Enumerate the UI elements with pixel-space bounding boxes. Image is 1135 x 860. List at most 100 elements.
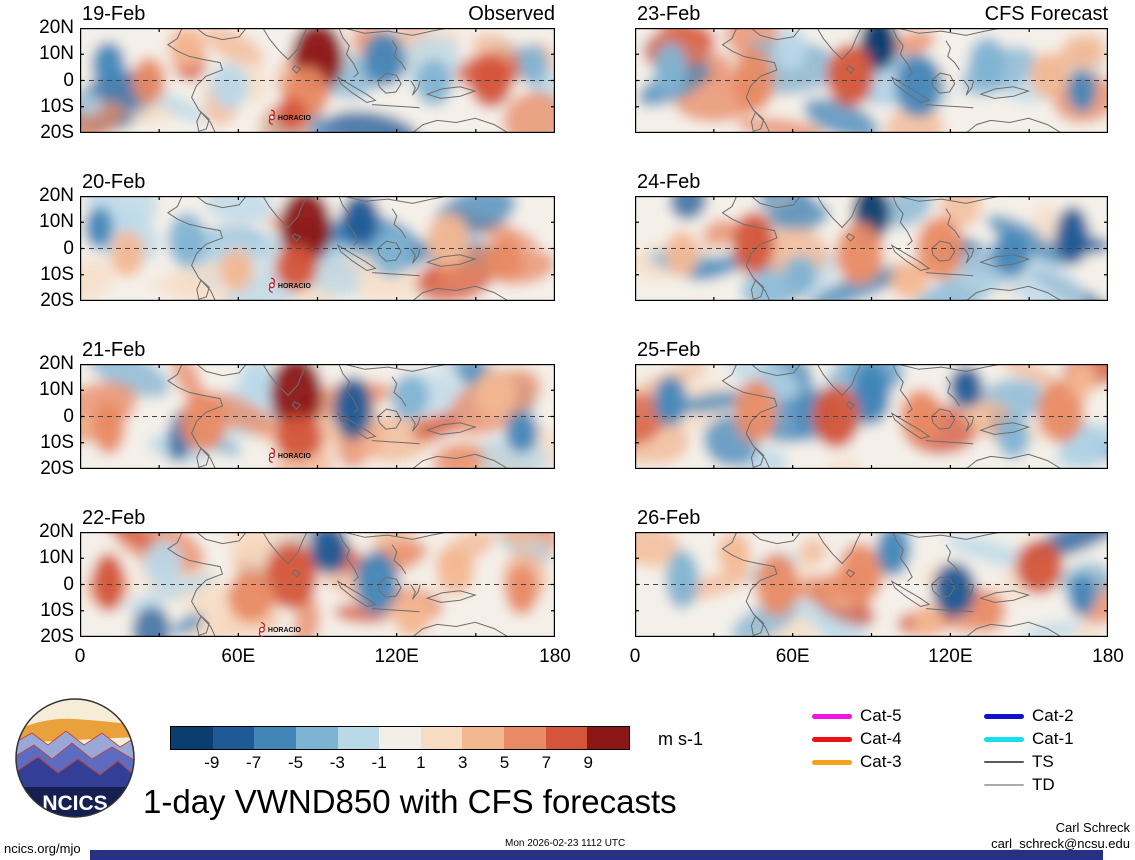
map-field: HORACIO <box>41 334 585 499</box>
lat-tick-label: 20S <box>40 290 74 311</box>
coastline <box>845 233 856 242</box>
lat-tick-label: 20S <box>40 122 74 143</box>
panel-date-label: 19-Feb <box>82 3 146 25</box>
ncics-logo: NCICS <box>14 697 136 824</box>
storm-name: HORACIO <box>278 453 312 460</box>
lat-tick-label: 20S <box>40 626 74 647</box>
lat-tick-label: 10S <box>40 263 74 285</box>
colorbar-tick-label: -9 <box>204 753 220 772</box>
storm-name: HORACIO <box>268 627 302 634</box>
colorbar-tick-label: -3 <box>329 753 345 772</box>
coastline <box>750 531 801 545</box>
coastline <box>965 285 1062 302</box>
lat-tick-label: 0 <box>63 573 74 595</box>
legend-line <box>984 760 1024 764</box>
logo-text: NCICS <box>42 792 107 815</box>
lat-tick-label: 10N <box>39 379 74 401</box>
panel-border <box>635 196 1108 302</box>
coastline <box>410 584 421 600</box>
legend-item-cat-1: Cat-1 <box>984 729 1074 749</box>
coastline <box>336 76 377 104</box>
coastline <box>196 363 247 377</box>
coastline <box>425 422 477 435</box>
legend-item-ts: TS <box>984 752 1054 772</box>
coastline <box>931 576 956 598</box>
tc-category-legend: Cat-5 Cat-4 Cat-3 Cat-2 Cat-1 TS TD <box>812 706 1135 806</box>
colorbar-tick-label: -5 <box>287 753 304 772</box>
storm-marker: HORACIO <box>268 447 312 464</box>
colorbar-cell <box>254 727 296 749</box>
coastline <box>897 363 1002 372</box>
map-panel-23-Feb: 23-Feb CFS Forecast <box>605 0 1135 163</box>
coastline <box>750 615 765 637</box>
ncics-logo-image: NCICS <box>15 698 135 818</box>
coastline <box>262 27 308 61</box>
panel-border <box>80 532 555 638</box>
coastline <box>391 208 407 239</box>
coastline <box>425 254 477 267</box>
coastline <box>336 580 377 608</box>
colorbar-cell <box>545 727 588 749</box>
storm-marker: HORACIO <box>268 277 312 293</box>
colorbar-tick-label: 9 <box>583 753 593 772</box>
panel-date-label: 26-Feb <box>637 507 701 529</box>
legend-item-cat-2: Cat-2 <box>984 706 1074 726</box>
lon-tick-label: 60E <box>775 646 810 667</box>
coastline <box>750 279 765 301</box>
coastline <box>343 531 449 540</box>
coastline <box>343 363 449 372</box>
lat-tick-label: 10S <box>40 95 74 117</box>
legend-label: TD <box>1032 775 1055 794</box>
map-panel-21-Feb: 21-Feb 20N 10N 0 10S 20S HORACIO <box>39 334 585 499</box>
credit-email[interactable]: carl_schreck@ncsu.edu <box>991 836 1130 851</box>
colorbar-tick-label: 3 <box>457 753 468 772</box>
lat-tick-label: 20N <box>39 353 74 374</box>
map-panel-26-Feb: 26-Feb <box>605 502 1135 667</box>
map-field: HORACIO <box>50 166 585 331</box>
coastline <box>925 608 974 613</box>
coastline <box>166 27 224 134</box>
coastline <box>166 195 224 302</box>
colorbar-tick-label: 1 <box>416 753 426 772</box>
coastline <box>945 376 960 407</box>
panel-date-label: 21-Feb <box>82 339 146 361</box>
lat-tick-label: 0 <box>63 237 74 259</box>
coastline <box>945 40 960 71</box>
coastline <box>338 363 359 414</box>
legend-label: TS <box>1032 752 1054 771</box>
coastline <box>965 453 1062 470</box>
coastline <box>372 608 420 613</box>
lon-tick-label: 0 <box>629 646 641 667</box>
colorbar-cell <box>587 727 630 749</box>
coastline <box>377 72 402 94</box>
panel-border <box>635 364 1108 470</box>
coastline <box>925 440 974 445</box>
panel-border <box>635 532 1108 638</box>
footer-site-link[interactable]: ncics.org/mjo <box>4 841 81 856</box>
lon-tick-label: 120E <box>928 646 973 667</box>
coastline <box>925 104 974 109</box>
coastline <box>196 27 247 41</box>
lat-tick-label: 0 <box>63 405 74 427</box>
coastline <box>391 376 407 407</box>
map-field: HORACIO <box>50 502 585 667</box>
coastline <box>892 363 913 414</box>
coastline <box>963 416 975 432</box>
colorbar-units: m s-1 <box>658 729 703 749</box>
legend-label: Cat-3 <box>860 752 902 771</box>
coastline <box>338 531 359 582</box>
colorbar-cell <box>212 727 255 749</box>
coastline <box>338 195 359 246</box>
colorbar-cell <box>379 727 421 749</box>
coastline <box>336 412 377 440</box>
lon-tick-label: 180 <box>1092 646 1124 667</box>
coastline <box>897 531 1002 540</box>
legend-label: Cat-4 <box>860 729 902 748</box>
coastline <box>412 621 509 638</box>
coastline <box>391 40 407 71</box>
coastline <box>410 416 421 432</box>
colorbar-cell <box>420 727 463 749</box>
coastline <box>410 80 421 96</box>
colorbar: -9 -7 -5 -3 -1 1 3 5 7 9 m s-1 <box>170 726 703 778</box>
coastline <box>816 531 862 565</box>
